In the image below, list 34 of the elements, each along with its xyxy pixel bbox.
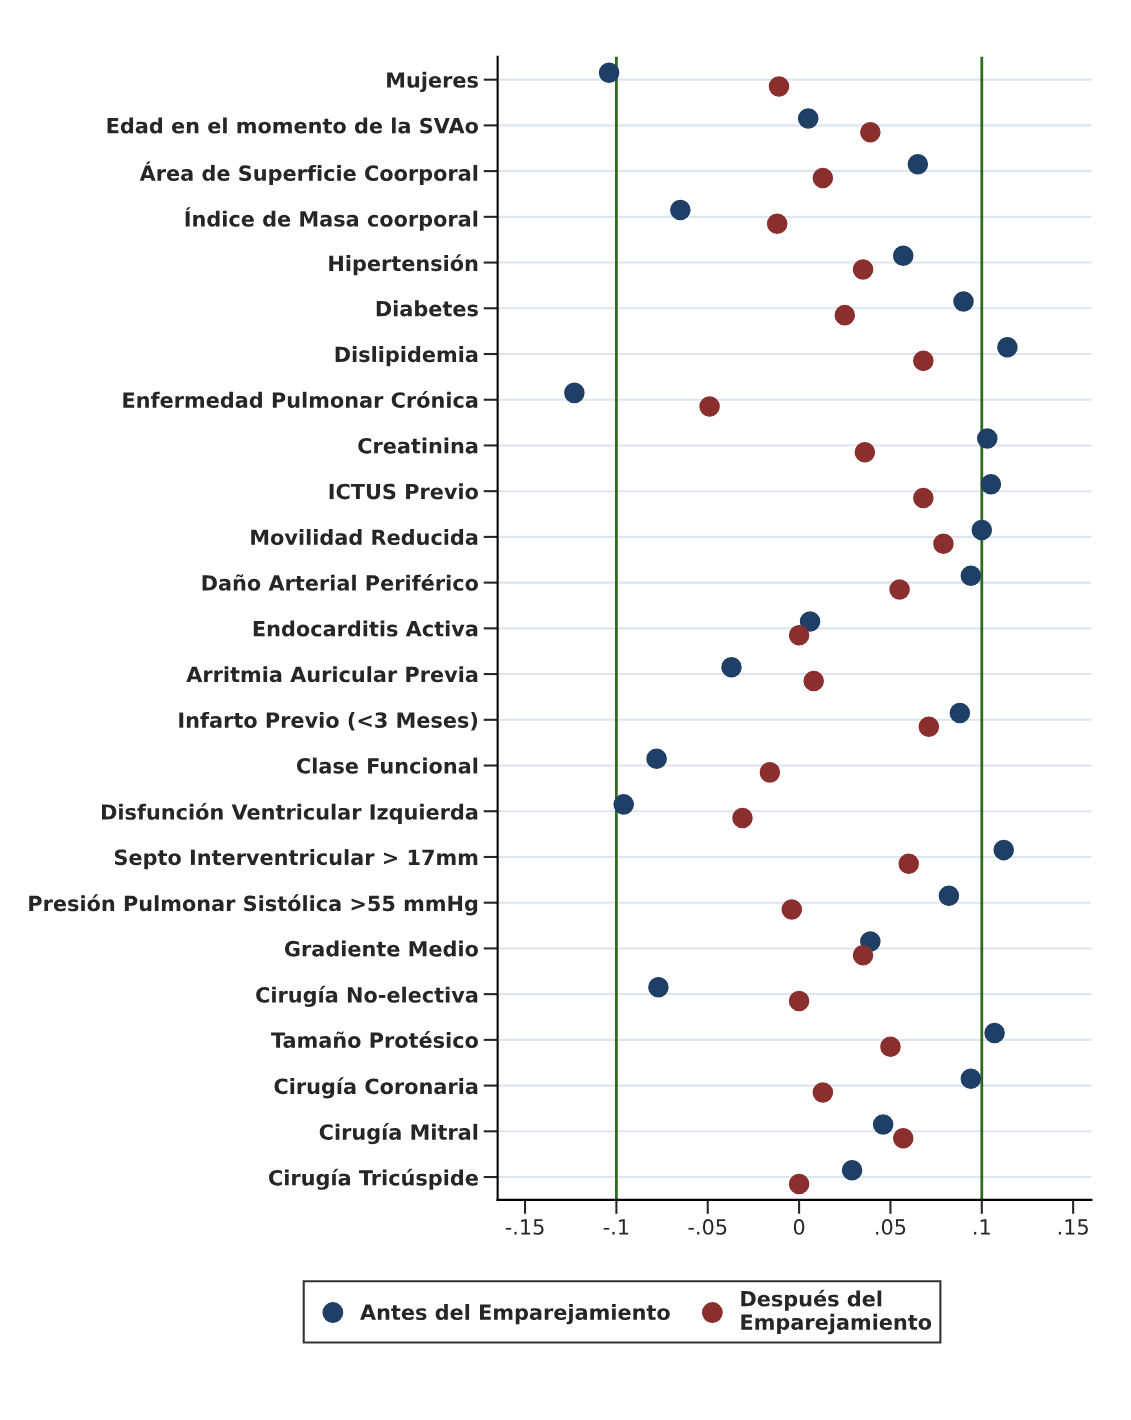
x-tick-label: 0 xyxy=(793,1219,805,1235)
y-tick-label: Enfermedad Pulmonar Crónica xyxy=(123,390,478,408)
y-tick-label: Arritmia Auricular Previa xyxy=(186,666,478,683)
y-tick-label: Cirugía Mitral xyxy=(319,1122,478,1145)
y-tick-label: Área de Superficie Coorporal xyxy=(139,161,478,186)
x-tick-label: -.05 xyxy=(688,1219,727,1235)
y-tick-label: Infarto Previo (<3 Meses) xyxy=(179,711,478,731)
x-tick-label: -.15 xyxy=(505,1219,544,1235)
y-tick-label: Endocarditis Activa xyxy=(253,620,478,637)
y-tick-label: Cirugía Tricúspide xyxy=(269,1168,478,1190)
y-tick-label: Gradiente Medio xyxy=(284,940,478,957)
x-tick-label: .05 xyxy=(876,1219,906,1235)
y-tick-label: Hipertensión xyxy=(329,254,478,276)
y-tick-label: Mujeres xyxy=(387,71,478,93)
y-tick-label: Presión Pulmonar Sistólica >55 mmHg xyxy=(29,894,478,916)
y-tick-label: Clase Funcional xyxy=(296,757,478,774)
y-tick-label: Cirugía No-electiva xyxy=(256,985,478,1007)
y-tick-label: Daño Arterial Periférico xyxy=(202,573,478,591)
x-tick-label: .15 xyxy=(1058,1219,1088,1235)
y-tick-label: Dislipidemia xyxy=(335,346,478,367)
y-tick-label: Septo Interventricular > 17mm xyxy=(114,849,478,870)
x-tick-label: -.1 xyxy=(603,1219,629,1235)
legend-label: Antes del Emparejamiento xyxy=(360,1303,670,1325)
x-tick-label: .1 xyxy=(974,1219,990,1235)
y-tick-label: Diabetes xyxy=(376,300,478,317)
y-tick-label: Tamaño Protésico xyxy=(271,1031,478,1049)
y-tick-label: Edad en el momento de la SVAo xyxy=(107,117,478,134)
y-tick-label: Disfunción Ventricular Izquierda xyxy=(102,802,478,824)
legend-label: Después del Emparejamiento xyxy=(741,1289,932,1335)
y-tick-label: Movilidad Reducida xyxy=(251,528,478,546)
y-tick-label: Índice de Masa coorporal xyxy=(185,207,478,231)
y-tick-label: Creatinina xyxy=(358,437,478,454)
y-tick-label: Cirugía Coronaria xyxy=(274,1077,478,1099)
y-tick-label: ICTUS Previo xyxy=(329,483,478,500)
